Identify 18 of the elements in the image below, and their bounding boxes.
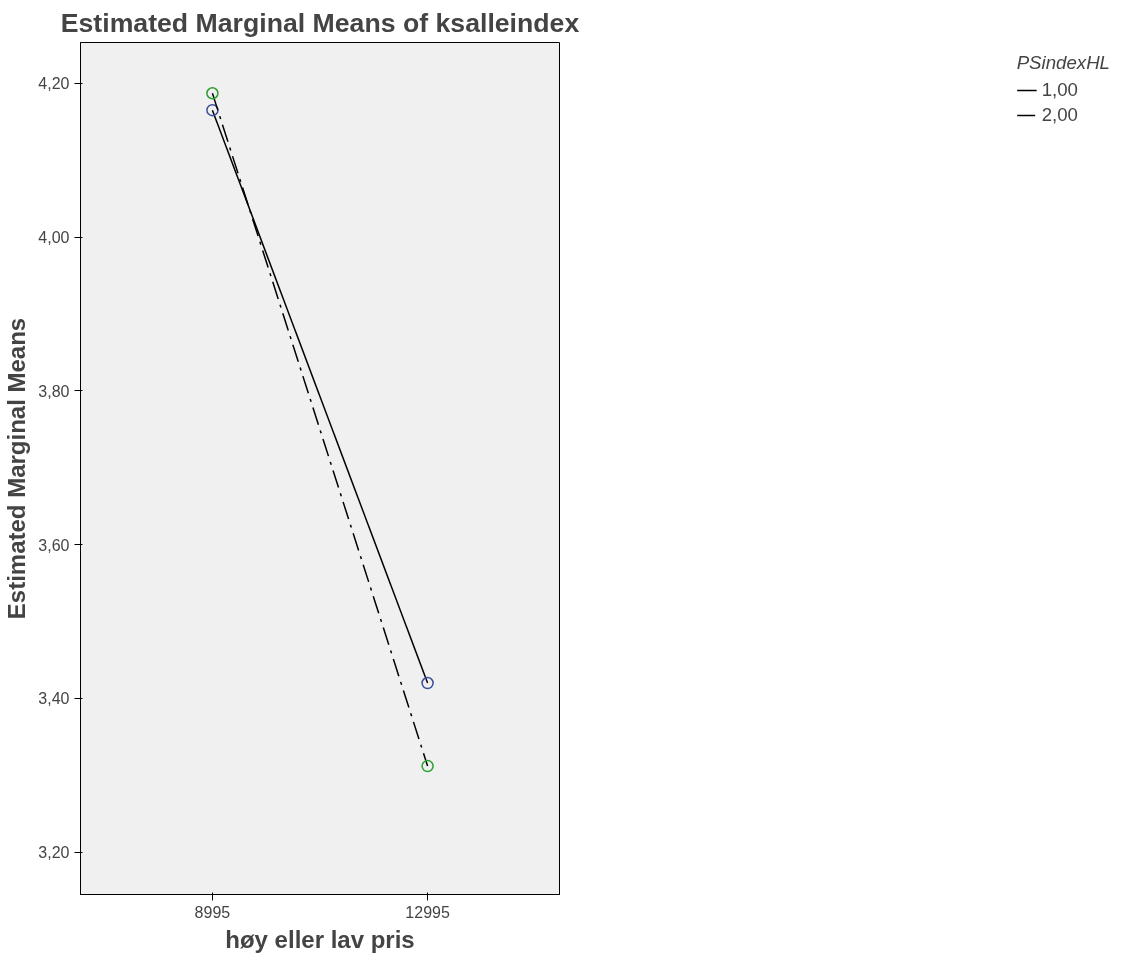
y-tick-label: 3,20: [38, 844, 70, 862]
legend-label: 2,00: [1041, 104, 1078, 126]
point: [421, 676, 434, 690]
chart-title: Estimated Marginal Means of ksalleindex: [60, 7, 580, 38]
point: [421, 759, 434, 773]
y-tick-label: 3,80: [38, 382, 70, 400]
point: [206, 103, 219, 117]
x-tick-label: 12995: [405, 903, 450, 921]
legend-label: 1,00: [1041, 79, 1078, 101]
y-tick-label: 4,00: [38, 229, 70, 247]
y-axis-title: Estimated Marginal Means: [3, 317, 31, 620]
legend-title: PSindexHL: [1016, 52, 1110, 74]
x-axis-title: høy eller lav pris: [225, 925, 415, 953]
y-tick-label: 3,40: [38, 690, 70, 708]
y-tick-label: 3,60: [38, 536, 70, 554]
point: [206, 87, 219, 100]
y-tick-label: 4,20: [38, 75, 70, 93]
x-tick-label: 8995: [194, 903, 231, 921]
